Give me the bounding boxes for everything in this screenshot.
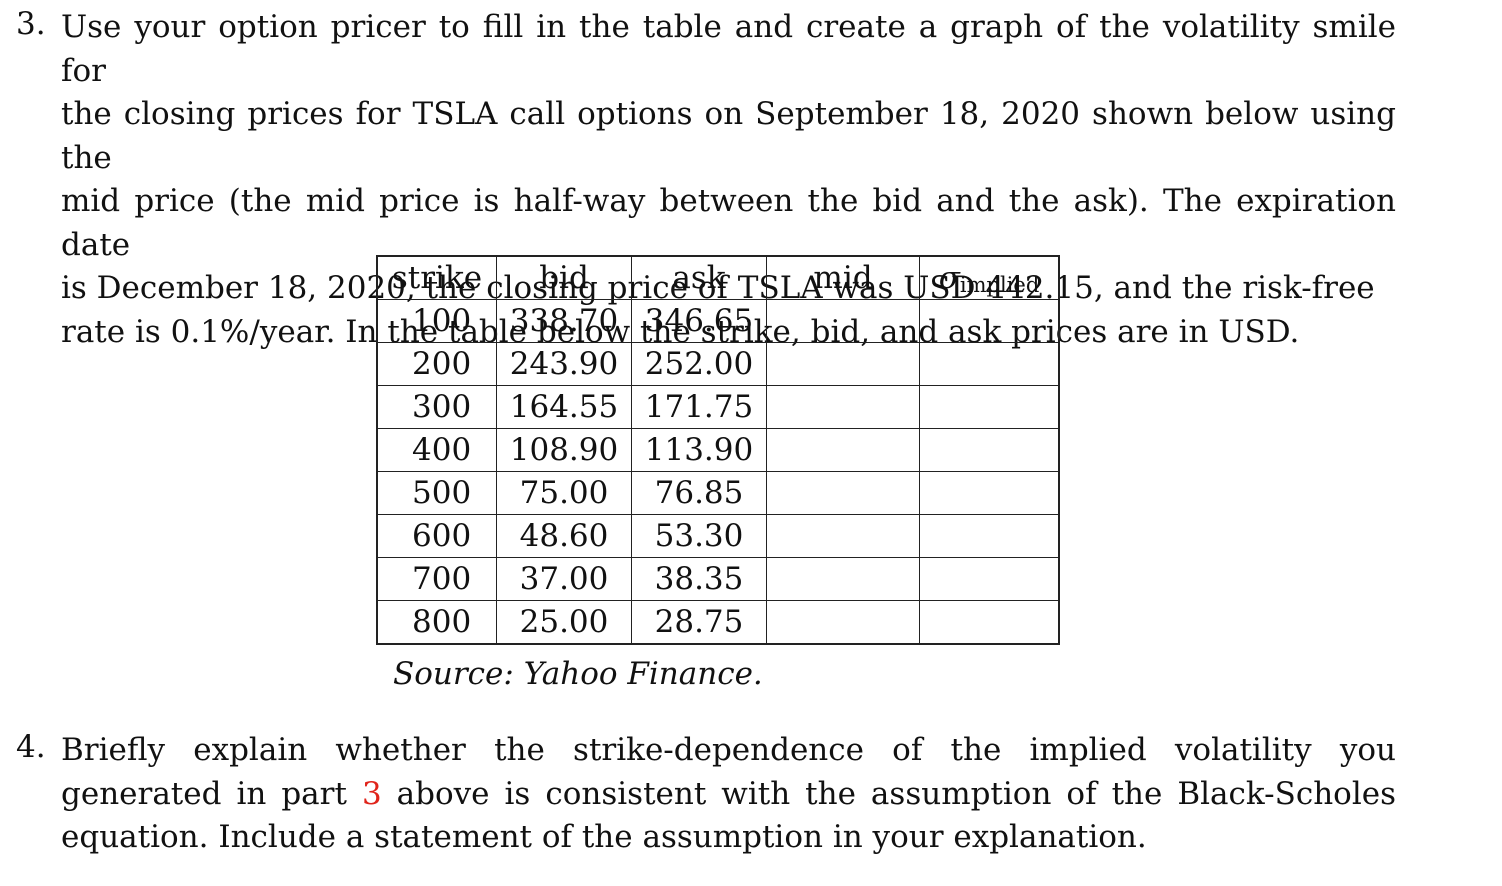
bid-cell: 75.00: [496, 471, 632, 515]
implied-volatility-cell: [919, 514, 1060, 558]
ask-cell: 252.00: [631, 342, 767, 386]
mid-cell: [766, 385, 920, 429]
ask-cell: 76.85: [631, 471, 767, 515]
sigma-subscript: implied: [959, 272, 1040, 297]
table-source: Source: Yahoo Finance.: [393, 656, 763, 692]
ask-cell: 28.75: [631, 600, 767, 645]
strike-cell: 800: [376, 600, 497, 645]
header-bid: bid: [496, 255, 632, 300]
bid-cell: 37.00: [496, 557, 632, 601]
mid-cell: [766, 428, 920, 472]
strike-cell: 100: [376, 299, 497, 343]
table-row: 600 48.60 53.30: [376, 514, 1060, 558]
table-row: 200 243.90 252.00: [376, 342, 1060, 386]
table-row: 100 338.70 346.65: [376, 299, 1060, 343]
question-4: 4. Briefly explain whether the strike-de…: [16, 729, 1396, 860]
strike-cell: 400: [376, 428, 497, 472]
table-row: 300 164.55 171.75: [376, 385, 1060, 429]
question-3-line-2: the closing prices for TSLA call options…: [61, 96, 1396, 176]
table-body: 100 338.70 346.65 200 243.90 252.00 300 164.55 1…: [376, 299, 1060, 645]
ask-cell: 171.75: [631, 385, 767, 429]
implied-volatility-cell: [919, 385, 1060, 429]
bid-cell: 338.70: [496, 299, 632, 343]
mid-cell: [766, 342, 920, 386]
strike-cell: 200: [376, 342, 497, 386]
table-row: 500 75.00 76.85: [376, 471, 1060, 515]
question-4-text: Briefly explain whether the strike-depen…: [61, 729, 1396, 860]
question-3-reference-link[interactable]: 3: [361, 775, 382, 812]
implied-volatility-cell: [919, 600, 1060, 645]
implied-volatility-cell: [919, 471, 1060, 515]
table-row: 800 25.00 28.75: [376, 600, 1060, 645]
ask-cell: 38.35: [631, 557, 767, 601]
header-ask: ask: [631, 255, 767, 300]
table-row: 400 108.90 113.90: [376, 428, 1060, 472]
implied-volatility-cell: [919, 428, 1060, 472]
ask-cell: 346.65: [631, 299, 767, 343]
implied-volatility-cell: [919, 299, 1060, 343]
sigma-symbol: σ: [938, 259, 960, 296]
strike-cell: 700: [376, 557, 497, 601]
bid-cell: 25.00: [496, 600, 632, 645]
ask-cell: 53.30: [631, 514, 767, 558]
bid-cell: 48.60: [496, 514, 632, 558]
mid-cell: [766, 299, 920, 343]
question-3-line-1: Use your option pricer to fill in the ta…: [61, 9, 1396, 89]
header-implied-volatility: σimplied: [919, 255, 1060, 300]
implied-volatility-cell: [919, 342, 1060, 386]
mid-cell: [766, 471, 920, 515]
implied-volatility-cell: [919, 557, 1060, 601]
mid-cell: [766, 600, 920, 645]
ask-cell: 113.90: [631, 428, 767, 472]
header-strike: strike: [376, 255, 497, 300]
table-header-row: strike bid ask mid σimplied: [376, 255, 1060, 300]
options-table: strike bid ask mid σimplied 100 338.70 346…: [376, 255, 1060, 645]
bid-cell: 108.90: [496, 428, 632, 472]
bid-cell: 164.55: [496, 385, 632, 429]
question-4-text-start: Briefly explain whether the strike-depen…: [61, 732, 1396, 812]
strike-cell: 300: [376, 385, 497, 429]
mid-cell: [766, 514, 920, 558]
header-mid: mid: [766, 255, 920, 300]
options-table-container: strike bid ask mid σimplied 100 338.70 346…: [376, 255, 1060, 645]
question-3-number: 3.: [16, 6, 46, 42]
table-row: 700 37.00 38.35: [376, 557, 1060, 601]
strike-cell: 600: [376, 514, 497, 558]
bid-cell: 243.90: [496, 342, 632, 386]
question-4-number: 4.: [16, 729, 46, 765]
mid-cell: [766, 557, 920, 601]
strike-cell: 500: [376, 471, 497, 515]
question-4-text-end: above is consistent with the assumption …: [61, 775, 1396, 856]
question-3-line-3: mid price (the mid price is half-way bet…: [61, 183, 1396, 263]
